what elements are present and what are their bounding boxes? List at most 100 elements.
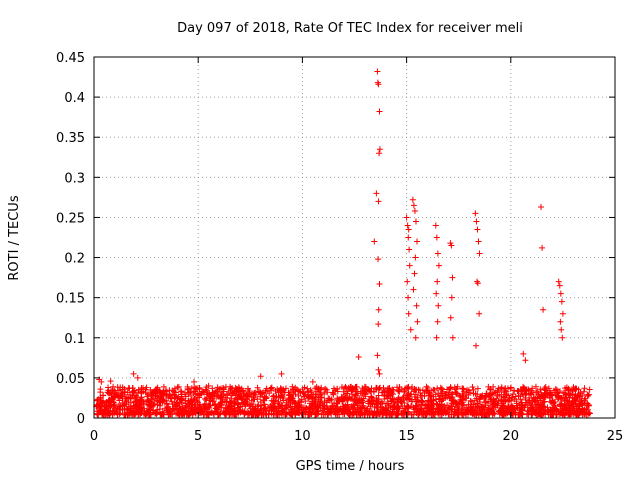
x-tick-label: 10 <box>294 429 311 444</box>
baseline-point <box>200 411 207 418</box>
baseline-point <box>237 393 244 400</box>
baseline-point <box>231 396 238 403</box>
baseline-point <box>341 385 348 392</box>
baseline-point <box>241 408 248 415</box>
baseline-point <box>495 408 502 415</box>
data-point <box>406 262 413 269</box>
y-tick-label: 0.05 <box>56 372 85 387</box>
baseline-point <box>224 394 231 401</box>
baseline-point <box>321 398 328 405</box>
baseline-point <box>171 391 178 398</box>
baseline-point <box>338 393 345 400</box>
baseline-point <box>503 391 510 398</box>
x-tick-label: 5 <box>194 429 202 444</box>
baseline-point <box>343 403 350 410</box>
baseline-point <box>581 397 588 404</box>
baseline-point <box>163 407 170 414</box>
baseline-point <box>121 402 128 409</box>
baseline-point <box>356 404 363 411</box>
baseline-point <box>209 389 216 396</box>
baseline-point <box>181 410 188 417</box>
data-point <box>374 352 381 359</box>
baseline-point <box>111 402 118 409</box>
baseline-point <box>152 390 159 397</box>
baseline-point <box>454 404 461 411</box>
baseline-point <box>197 408 204 415</box>
baseline-point <box>528 391 535 398</box>
baseline-point <box>573 385 580 392</box>
baseline-point <box>513 398 520 405</box>
baseline-point <box>172 401 179 408</box>
baseline-point <box>350 408 357 415</box>
data-point <box>449 274 456 281</box>
baseline-point <box>349 386 356 393</box>
baseline-point <box>428 387 435 394</box>
baseline-point <box>474 400 481 407</box>
baseline-point <box>192 385 199 392</box>
plot-frame <box>93 56 616 419</box>
data-point <box>559 310 566 317</box>
baseline-point <box>293 386 300 393</box>
baseline-point <box>380 410 387 417</box>
baseline-point <box>517 411 524 418</box>
baseline-point <box>166 387 173 394</box>
baseline-point <box>519 402 526 409</box>
y-tick-label: 0.15 <box>56 292 85 307</box>
baseline-point <box>168 398 175 405</box>
baseline-point <box>498 391 505 398</box>
baseline-point <box>491 389 498 396</box>
baseline-point <box>501 394 508 401</box>
baseline-point <box>246 393 253 400</box>
baseline-point <box>578 408 585 415</box>
data-point <box>406 246 413 253</box>
baseline-point <box>278 391 285 398</box>
baseline-point <box>191 402 198 409</box>
data-point <box>448 294 455 301</box>
baseline-point <box>341 410 348 417</box>
baseline-point <box>334 411 341 418</box>
baseline-point <box>494 400 501 407</box>
data-point <box>474 226 481 233</box>
data-points <box>96 68 566 389</box>
baseline-point <box>140 398 147 405</box>
baseline-point <box>351 406 358 413</box>
data-point <box>405 294 412 301</box>
baseline-point <box>230 390 237 397</box>
baseline-point <box>491 410 498 417</box>
data-point <box>375 321 382 328</box>
data-point <box>413 302 420 309</box>
baseline-point <box>132 399 139 406</box>
baseline-point <box>137 401 144 408</box>
y-tick-label: 0.4 <box>64 91 85 106</box>
baseline-point <box>118 392 125 399</box>
baseline-point <box>168 395 175 402</box>
baseline-point <box>446 385 453 392</box>
baseline-point <box>345 407 352 414</box>
baseline-point <box>381 395 388 402</box>
baseline-point <box>498 411 505 418</box>
baseline-point <box>364 386 371 393</box>
baseline-point <box>274 410 281 417</box>
baseline-point <box>228 400 235 407</box>
data-point <box>448 242 455 249</box>
baseline-point <box>335 397 342 404</box>
data-point <box>473 218 480 225</box>
baseline-point <box>315 385 322 392</box>
baseline-point <box>184 385 191 392</box>
baseline-point <box>436 407 443 414</box>
baseline-point <box>459 385 466 392</box>
baseline-point <box>300 390 307 397</box>
baseline-point <box>302 408 309 415</box>
baseline-point <box>257 407 264 414</box>
baseline-point <box>444 386 451 393</box>
baseline-point <box>411 386 418 393</box>
baseline-point <box>447 394 454 401</box>
baseline-point <box>474 385 481 392</box>
data-point <box>434 318 441 325</box>
y-tick-label: 0.35 <box>56 131 85 146</box>
baseline-point <box>327 404 334 411</box>
baseline-point <box>287 387 294 394</box>
baseline-point <box>254 396 261 403</box>
baseline-point <box>303 405 310 412</box>
